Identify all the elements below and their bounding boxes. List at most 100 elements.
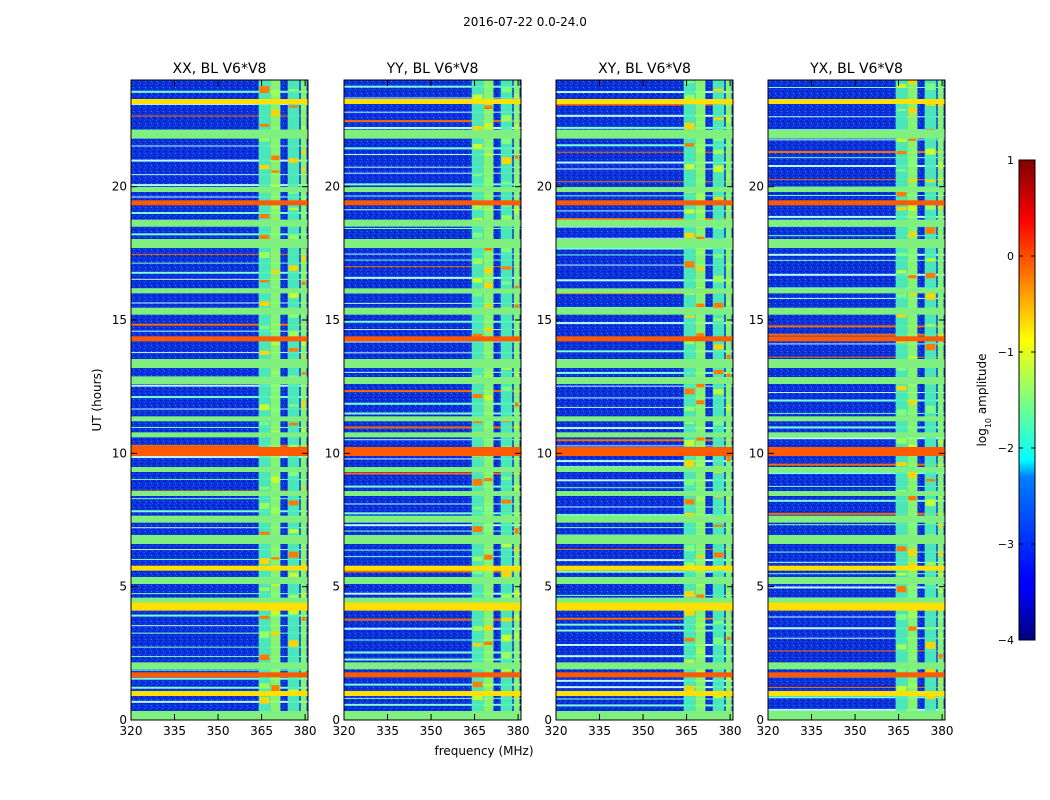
rfi-band-segment — [472, 695, 483, 701]
rfi-time-strip — [556, 99, 733, 104]
rfi-band-segment — [938, 440, 943, 444]
rfi-band-segment — [259, 123, 270, 127]
rfi-band-segment — [472, 173, 483, 177]
rfi-band-segment — [301, 150, 306, 154]
y-tick-label: 20 — [749, 180, 764, 194]
rfi-band-segment — [514, 485, 519, 492]
rfi-time-line — [344, 183, 521, 186]
rfi-time-line — [131, 253, 308, 255]
rfi-time-strip — [131, 129, 308, 139]
rfi-band-segment — [288, 330, 299, 338]
rfi-time-line — [344, 259, 521, 261]
rfi-time-strip — [344, 565, 521, 571]
rfi-time-strip — [344, 515, 521, 523]
rfi-band-segment — [925, 204, 936, 210]
rfi-time-strip — [344, 129, 521, 139]
rfi-band-segment — [713, 620, 724, 624]
rfi-band-segment — [301, 652, 306, 658]
colorbar-tick-label: −4 — [998, 634, 1014, 647]
rfi-time-line — [344, 85, 521, 88]
rfi-time-line — [131, 510, 308, 513]
rfi-band-segment — [472, 526, 483, 533]
rfi-band-segment — [696, 594, 705, 599]
rfi-time-line — [344, 618, 521, 621]
rfi-band-segment — [514, 528, 519, 534]
rfi-time-strip — [131, 491, 308, 496]
rfi-time-strip — [768, 691, 945, 696]
x-tick-label: 335 — [163, 724, 186, 738]
rfi-frequency-band — [895, 80, 908, 720]
rfi-band-segment — [301, 340, 306, 346]
colorbar-label-main: log — [975, 428, 989, 446]
rfi-frequency-band — [258, 80, 271, 720]
rfi-band-segment — [713, 302, 724, 309]
rfi-band-segment — [726, 526, 731, 531]
rfi-band-segment — [472, 643, 483, 647]
x-tick-label: 380 — [294, 724, 317, 738]
rfi-band-segment — [726, 455, 731, 462]
rfi-band-segment — [726, 323, 731, 327]
heatmap-background — [344, 80, 521, 720]
rfi-band-segment — [896, 83, 907, 88]
y-tick-label: 15 — [537, 313, 552, 327]
rfi-band-segment — [288, 469, 299, 477]
rfi-time-line — [344, 592, 521, 595]
rfi-band-segment — [938, 463, 943, 468]
rfi-band-segment — [726, 617, 731, 620]
rfi-band-segment — [684, 143, 695, 147]
rfi-time-strip — [768, 711, 945, 720]
rfi-band-segment — [938, 275, 943, 279]
rfi-time-strip — [556, 219, 733, 227]
rfi-time-line — [344, 228, 521, 230]
rfi-time-line — [344, 570, 521, 573]
rfi-band-segment — [484, 683, 493, 687]
rfi-frequency-band — [725, 80, 732, 720]
rfi-band-segment — [684, 685, 695, 692]
rfi-band-segment — [484, 395, 493, 401]
rfi-band-segment — [896, 438, 907, 444]
rfi-band-segment — [259, 615, 270, 619]
rfi-band-segment — [925, 479, 936, 482]
rfi-time-line — [556, 168, 733, 170]
rfi-time-line — [768, 551, 945, 553]
rfi-time-strip — [768, 601, 945, 611]
rfi-time-line — [768, 472, 945, 475]
rfi-time-line — [131, 498, 308, 500]
rfi-time-strip — [556, 535, 733, 544]
rfi-band-segment — [484, 374, 493, 380]
rfi-time-line — [344, 639, 521, 641]
rfi-time-line — [768, 686, 945, 688]
rfi-band-segment — [896, 385, 907, 391]
rfi-time-line — [768, 399, 945, 402]
rfi-time-strip — [131, 711, 308, 720]
rfi-band-segment — [514, 178, 519, 183]
rfi-band-segment — [472, 681, 483, 688]
rfi-time-strip — [768, 565, 945, 571]
rfi-time-line — [768, 616, 945, 618]
figure-suptitle: 2016-07-22 0.0-24.0 — [463, 15, 587, 29]
rfi-band-segment — [271, 631, 280, 636]
rfi-band-segment — [684, 164, 695, 170]
rfi-time-line — [344, 426, 521, 429]
rfi-band-segment — [501, 476, 512, 480]
rfi-time-line — [131, 444, 308, 447]
rfi-time-line — [131, 593, 308, 595]
y-axis-label: UT (hours) — [90, 368, 104, 431]
rfi-band-segment — [925, 561, 936, 566]
rfi-time-strip — [556, 597, 733, 603]
rfi-time-line — [344, 412, 521, 415]
rfi-band-segment — [726, 652, 731, 659]
rfi-band-segment — [514, 328, 519, 335]
rfi-band-segment — [514, 155, 519, 159]
x-tick-label: 380 — [931, 724, 954, 738]
rfi-time-line — [344, 503, 521, 505]
rfi-time-line — [131, 632, 308, 634]
rfi-band-segment — [713, 552, 724, 558]
rfi-frequency-band — [712, 80, 725, 720]
rfi-band-segment — [288, 313, 299, 318]
rfi-time-line — [768, 392, 945, 394]
panel-title: XY, BL V6*V8 — [598, 61, 691, 77]
rfi-band-segment — [288, 105, 299, 108]
rfi-band-segment — [271, 342, 280, 346]
rfi-time-line — [344, 458, 521, 460]
